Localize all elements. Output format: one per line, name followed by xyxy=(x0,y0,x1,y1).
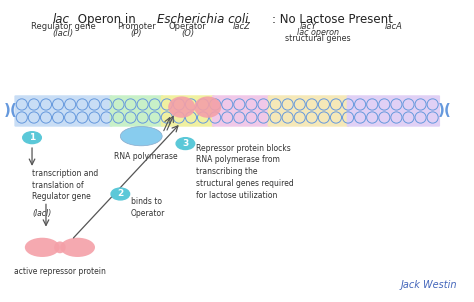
Text: (: ( xyxy=(444,104,450,118)
Text: lacZ: lacZ xyxy=(232,22,250,31)
Text: Regulator gene: Regulator gene xyxy=(31,22,96,31)
Ellipse shape xyxy=(120,127,162,146)
Text: Operon in: Operon in xyxy=(74,13,139,26)
Text: structural genes: structural genes xyxy=(285,34,351,43)
Ellipse shape xyxy=(25,238,60,257)
Ellipse shape xyxy=(60,238,95,257)
Text: Escherichia coli: Escherichia coli xyxy=(157,13,248,26)
Text: Operator: Operator xyxy=(169,22,207,31)
Ellipse shape xyxy=(54,241,66,253)
Text: Repressor protein blocks
RNA polymerase from
transcribing the
structural genes r: Repressor protein blocks RNA polymerase … xyxy=(196,143,293,200)
Circle shape xyxy=(176,138,195,149)
Text: 2: 2 xyxy=(117,189,123,198)
FancyBboxPatch shape xyxy=(14,95,112,127)
Ellipse shape xyxy=(194,96,221,118)
Text: lac: lac xyxy=(53,13,69,26)
Text: (P): (P) xyxy=(131,29,142,38)
Circle shape xyxy=(111,188,129,200)
Text: binds to
Operator: binds to Operator xyxy=(130,197,165,218)
Text: (lacI): (lacI) xyxy=(32,209,51,218)
Text: Promoter: Promoter xyxy=(117,22,156,31)
FancyBboxPatch shape xyxy=(346,95,440,127)
Text: active repressor protein: active repressor protein xyxy=(14,267,106,276)
Text: ): ) xyxy=(438,104,445,118)
Text: ): ) xyxy=(4,104,11,118)
Text: 3: 3 xyxy=(182,139,189,148)
Text: : No Lactose Present: : No Lactose Present xyxy=(273,13,393,26)
Text: (O): (O) xyxy=(181,29,194,38)
Ellipse shape xyxy=(168,96,195,118)
Circle shape xyxy=(23,132,41,143)
Text: lacA: lacA xyxy=(384,22,402,31)
Text: lacY: lacY xyxy=(300,22,317,31)
FancyBboxPatch shape xyxy=(109,95,164,127)
Text: 1: 1 xyxy=(29,133,35,142)
Text: (: ( xyxy=(10,104,17,118)
FancyBboxPatch shape xyxy=(212,95,271,127)
Text: transcription and
translation of
Regulator gene: transcription and translation of Regulat… xyxy=(32,169,98,201)
Text: (lacI): (lacI) xyxy=(53,29,74,38)
Text: Jack Westin: Jack Westin xyxy=(401,280,457,290)
Text: lac operon: lac operon xyxy=(297,28,339,37)
FancyBboxPatch shape xyxy=(268,95,349,127)
Text: RNA polymerase: RNA polymerase xyxy=(114,152,178,161)
FancyBboxPatch shape xyxy=(161,95,215,127)
